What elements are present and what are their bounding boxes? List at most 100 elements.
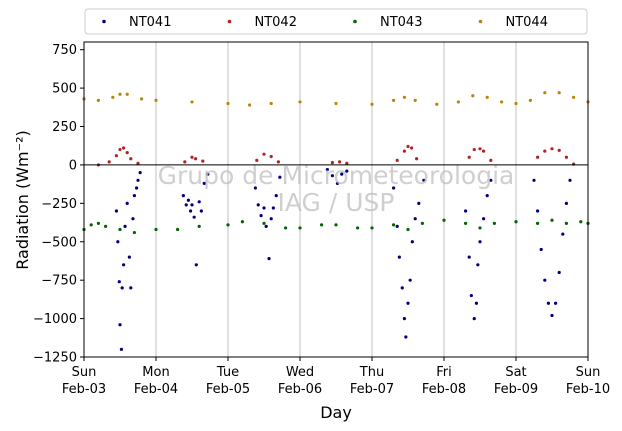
x-tick-day: Wed (286, 365, 314, 380)
data-point (140, 97, 144, 101)
data-point (136, 161, 140, 165)
data-point (395, 158, 399, 162)
x-tick-day: Mon (142, 365, 169, 380)
data-point (117, 280, 121, 284)
y-axis-title: Radiation (Wm⁻²) (13, 130, 32, 269)
data-point (564, 221, 569, 225)
x-tick-date: Feb-06 (278, 382, 322, 397)
data-point (478, 240, 482, 244)
data-point (262, 206, 266, 210)
data-point (154, 227, 158, 232)
data-point (259, 214, 263, 218)
data-point (478, 226, 482, 230)
data-point (226, 223, 230, 227)
legend-label: NT041 (129, 15, 171, 30)
data-point (472, 147, 476, 152)
data-point (136, 178, 140, 182)
data-point (442, 218, 446, 222)
data-point (467, 155, 471, 159)
data-point (104, 224, 108, 228)
y-tick-label: −1000 (33, 312, 77, 327)
x-tick-day: Fri (436, 365, 452, 380)
x-tick-date: Feb-03 (62, 382, 106, 397)
x-tick-day: Tue (216, 365, 239, 380)
data-point (539, 247, 543, 252)
series-NT041 (114, 167, 572, 351)
plot-frame (83, 41, 589, 358)
watermark-text: Grupo de Micrometeorologia (158, 161, 515, 190)
data-point (330, 174, 334, 178)
data-point (122, 263, 126, 267)
data-point (129, 286, 133, 290)
data-point (356, 226, 360, 230)
data-point (392, 223, 396, 227)
data-point (276, 160, 280, 164)
data-point (334, 101, 338, 106)
data-point (345, 169, 349, 173)
data-point (132, 230, 136, 235)
x-tick-date: Feb-08 (422, 382, 466, 397)
data-point (116, 240, 120, 244)
data-point (206, 172, 210, 176)
y-tick-label: 500 (52, 82, 77, 97)
data-point (543, 91, 547, 95)
data-point (406, 227, 410, 232)
data-point (474, 301, 478, 305)
data-point (271, 206, 275, 210)
data-point (514, 220, 518, 224)
data-point (330, 161, 334, 165)
data-point (464, 221, 468, 225)
y-tick-label: 750 (52, 43, 77, 58)
data-point (256, 203, 260, 207)
data-point (190, 203, 194, 207)
data-point (284, 226, 288, 230)
data-point (114, 209, 118, 213)
data-point (334, 223, 338, 227)
data-point (564, 201, 569, 205)
y-tick-label: 250 (52, 120, 77, 135)
series-points (82, 91, 590, 351)
data-point (202, 181, 206, 185)
data-point (489, 178, 493, 182)
data-point (557, 148, 561, 152)
data-point (400, 286, 404, 290)
y-tick-label: −500 (41, 235, 77, 250)
data-point (123, 224, 127, 228)
data-point (188, 209, 193, 213)
data-point (572, 95, 576, 99)
data-point (132, 194, 136, 198)
data-point (482, 149, 486, 153)
data-point (190, 100, 194, 104)
data-point (550, 313, 554, 318)
data-point (240, 220, 244, 224)
y-tick-label: −250 (41, 197, 77, 212)
y-tick-label: −1250 (33, 351, 77, 366)
data-point (471, 94, 475, 98)
data-point (392, 186, 396, 190)
data-point (320, 223, 324, 227)
data-point (262, 152, 266, 156)
data-point (500, 100, 504, 104)
data-point (338, 160, 342, 164)
data-point (464, 209, 468, 213)
legend-marker (353, 19, 357, 24)
data-point (476, 263, 480, 267)
data-point (410, 240, 414, 244)
data-point (406, 301, 410, 305)
data-point (253, 186, 257, 190)
data-point (248, 103, 252, 107)
data-point (262, 221, 266, 225)
data-point (125, 151, 129, 155)
data-point (129, 157, 133, 161)
data-point (402, 316, 406, 321)
data-point (274, 194, 278, 198)
data-point (194, 263, 198, 267)
data-point (335, 181, 340, 185)
data-point (122, 146, 126, 150)
data-point (489, 158, 493, 162)
data-point (226, 101, 230, 106)
data-point (118, 323, 122, 327)
data-point (138, 171, 142, 175)
data-point (120, 286, 124, 290)
